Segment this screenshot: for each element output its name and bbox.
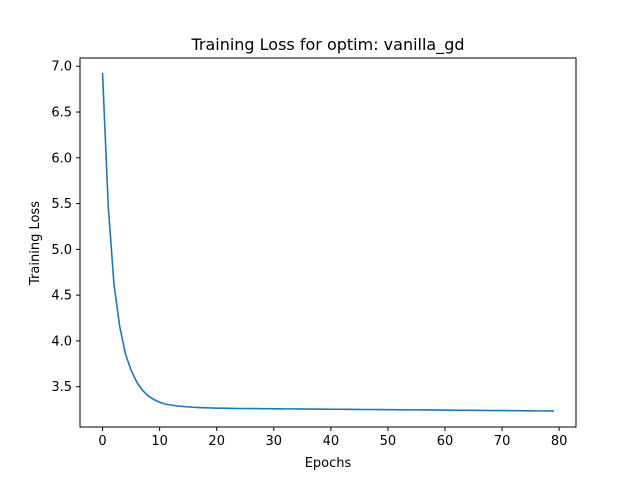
x-tick-label: 70 — [494, 434, 511, 449]
y-tick-label: 7.0 — [51, 60, 72, 75]
x-tick-label: 50 — [380, 434, 397, 449]
y-tick-label: 4.5 — [51, 289, 72, 304]
y-tick-label: 6.5 — [51, 106, 72, 121]
y-tick-label: 5.0 — [51, 243, 72, 258]
y-axis-label: Training Loss — [28, 201, 43, 286]
plot-area: 0 10 20 30 40 50 60 70 80 3.5 4.0 4.5 5.0 5.5 6.0 6.5 7.… — [51, 57, 577, 449]
x-axis-label: Epochs — [305, 456, 352, 471]
x-tick-label: 30 — [266, 434, 283, 449]
series-line-0 — [101, 72, 555, 412]
plot-frame — [79, 57, 577, 428]
x-tick-label: 10 — [151, 434, 168, 449]
y-tick-label: 4.0 — [51, 334, 72, 349]
y-tick-label: 6.0 — [51, 151, 72, 166]
x-tick-label: 0 — [98, 434, 106, 449]
x-tick-label: 20 — [208, 434, 225, 449]
y-tick-label: 3.5 — [51, 380, 72, 395]
chart-title: Training Loss for optim: vanilla_gd — [190, 35, 464, 55]
x-tick-label: 60 — [437, 434, 454, 449]
y-tick-label: 5.5 — [51, 197, 72, 212]
x-tick-label: 80 — [551, 434, 568, 449]
x-tick-label: 40 — [323, 434, 340, 449]
